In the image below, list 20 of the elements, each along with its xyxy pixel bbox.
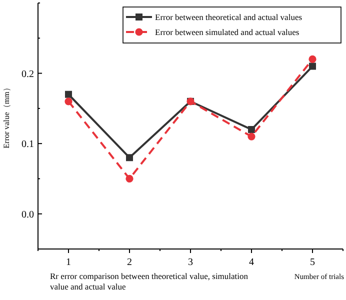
y-axis-title: Error value（mm） [2, 84, 11, 148]
point [65, 90, 72, 98]
x-tick-label: 5 [310, 257, 315, 268]
point [126, 174, 134, 183]
point [248, 126, 255, 134]
point [126, 154, 133, 162]
point [248, 132, 256, 140]
point [64, 98, 72, 106]
point [308, 55, 316, 64]
x-tick-label: 1 [66, 257, 71, 268]
legend-label: Error between theoretical and actual values [155, 12, 302, 22]
point [309, 62, 316, 70]
x-tick-label: 4 [249, 257, 254, 268]
legend-label: Error between simulated and actual values [155, 26, 300, 37]
y-tick-label: 0.1 [22, 139, 34, 150]
x-tick-label: 3 [188, 257, 193, 268]
x-tick-label: 2 [127, 257, 132, 268]
y-tick-label: 0.0 [22, 209, 34, 220]
text: Rr error comparison between theoretical value, simulation value and actual value [50, 271, 249, 292]
y-tick-label: 0.2 [22, 68, 34, 80]
